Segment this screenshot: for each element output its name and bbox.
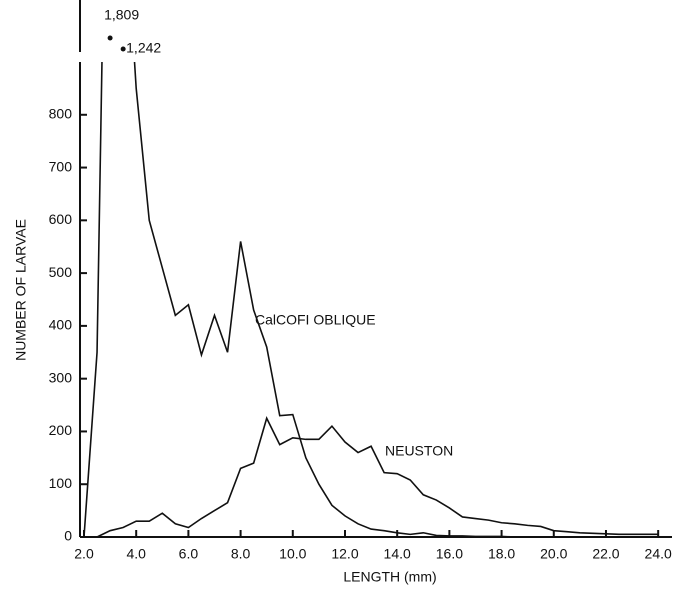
x-tick-label: 6.0 [179, 546, 199, 562]
x-tick-label: 22.0 [592, 546, 619, 562]
outlier-point [120, 46, 126, 52]
y-axis-label: NUMBER OF LARVAE [13, 219, 29, 361]
y-tick-label: 300 [49, 369, 73, 385]
y-tick-label: 800 [49, 105, 73, 121]
y-tick-label: 600 [49, 211, 73, 227]
plot-area [83, 62, 659, 538]
y-tick-label: 0 [64, 528, 72, 544]
x-tick-label: 4.0 [126, 546, 146, 562]
series-line [96, 416, 659, 538]
x-tick-label: 16.0 [436, 546, 463, 562]
y-tick-label: 200 [49, 422, 73, 438]
value-label: 1,242 [126, 40, 161, 56]
x-tick-label: 12.0 [331, 546, 358, 562]
y-tick-label: 400 [49, 317, 73, 333]
x-tick-label: 8.0 [231, 546, 251, 562]
outlier-point [107, 35, 113, 41]
x-axis-label: LENGTH (mm) [343, 569, 436, 585]
x-tick-label: 18.0 [488, 546, 515, 562]
y-tick-label: 700 [49, 158, 73, 174]
series-label: NEUSTON [385, 443, 453, 459]
x-tick-label: 10.0 [279, 546, 306, 562]
series-line [83, 62, 659, 538]
x-tick-label: 24.0 [645, 546, 672, 562]
series-label: CalCOFI OBLIQUE [255, 312, 376, 328]
x-tick-label: 14.0 [384, 546, 411, 562]
value-label: 1,809 [104, 7, 139, 23]
y-tick-label: 100 [49, 475, 73, 491]
x-tick-label: 20.0 [540, 546, 567, 562]
y-tick-label: 500 [49, 264, 73, 280]
x-tick-label: 2.0 [74, 546, 94, 562]
